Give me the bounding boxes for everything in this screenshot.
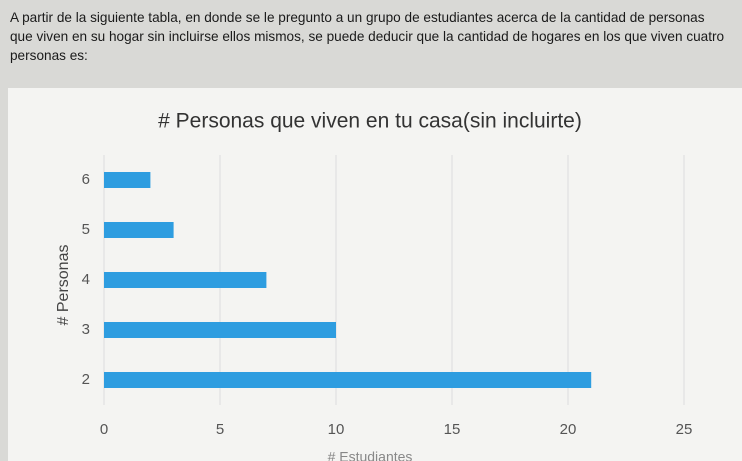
x-tick-label: 25 xyxy=(676,421,693,438)
x-tick-label: 20 xyxy=(560,421,577,438)
y-tick-label: 6 xyxy=(82,171,90,188)
bar xyxy=(104,372,592,388)
chart-title: # Personas que viven en tu casa(sin incl… xyxy=(158,110,582,133)
bar xyxy=(104,222,174,238)
y-tick-label: 2 xyxy=(82,371,90,388)
bar xyxy=(104,322,336,338)
y-tick-label: 4 xyxy=(82,271,90,288)
y-tick-label: 5 xyxy=(82,221,90,238)
bar xyxy=(104,172,151,188)
y-axis-label: # Personas xyxy=(55,245,72,326)
x-tick-label: 0 xyxy=(100,421,108,438)
bar xyxy=(104,272,267,288)
x-tick-label: 5 xyxy=(216,421,224,438)
y-tick-label: 3 xyxy=(82,321,90,338)
x-tick-label: 15 xyxy=(444,421,461,438)
x-tick-label: 10 xyxy=(328,421,345,438)
question-text: A partir de la siguiente tabla, en donde… xyxy=(10,10,725,63)
x-axis-label: # Estudiantes xyxy=(328,449,413,461)
